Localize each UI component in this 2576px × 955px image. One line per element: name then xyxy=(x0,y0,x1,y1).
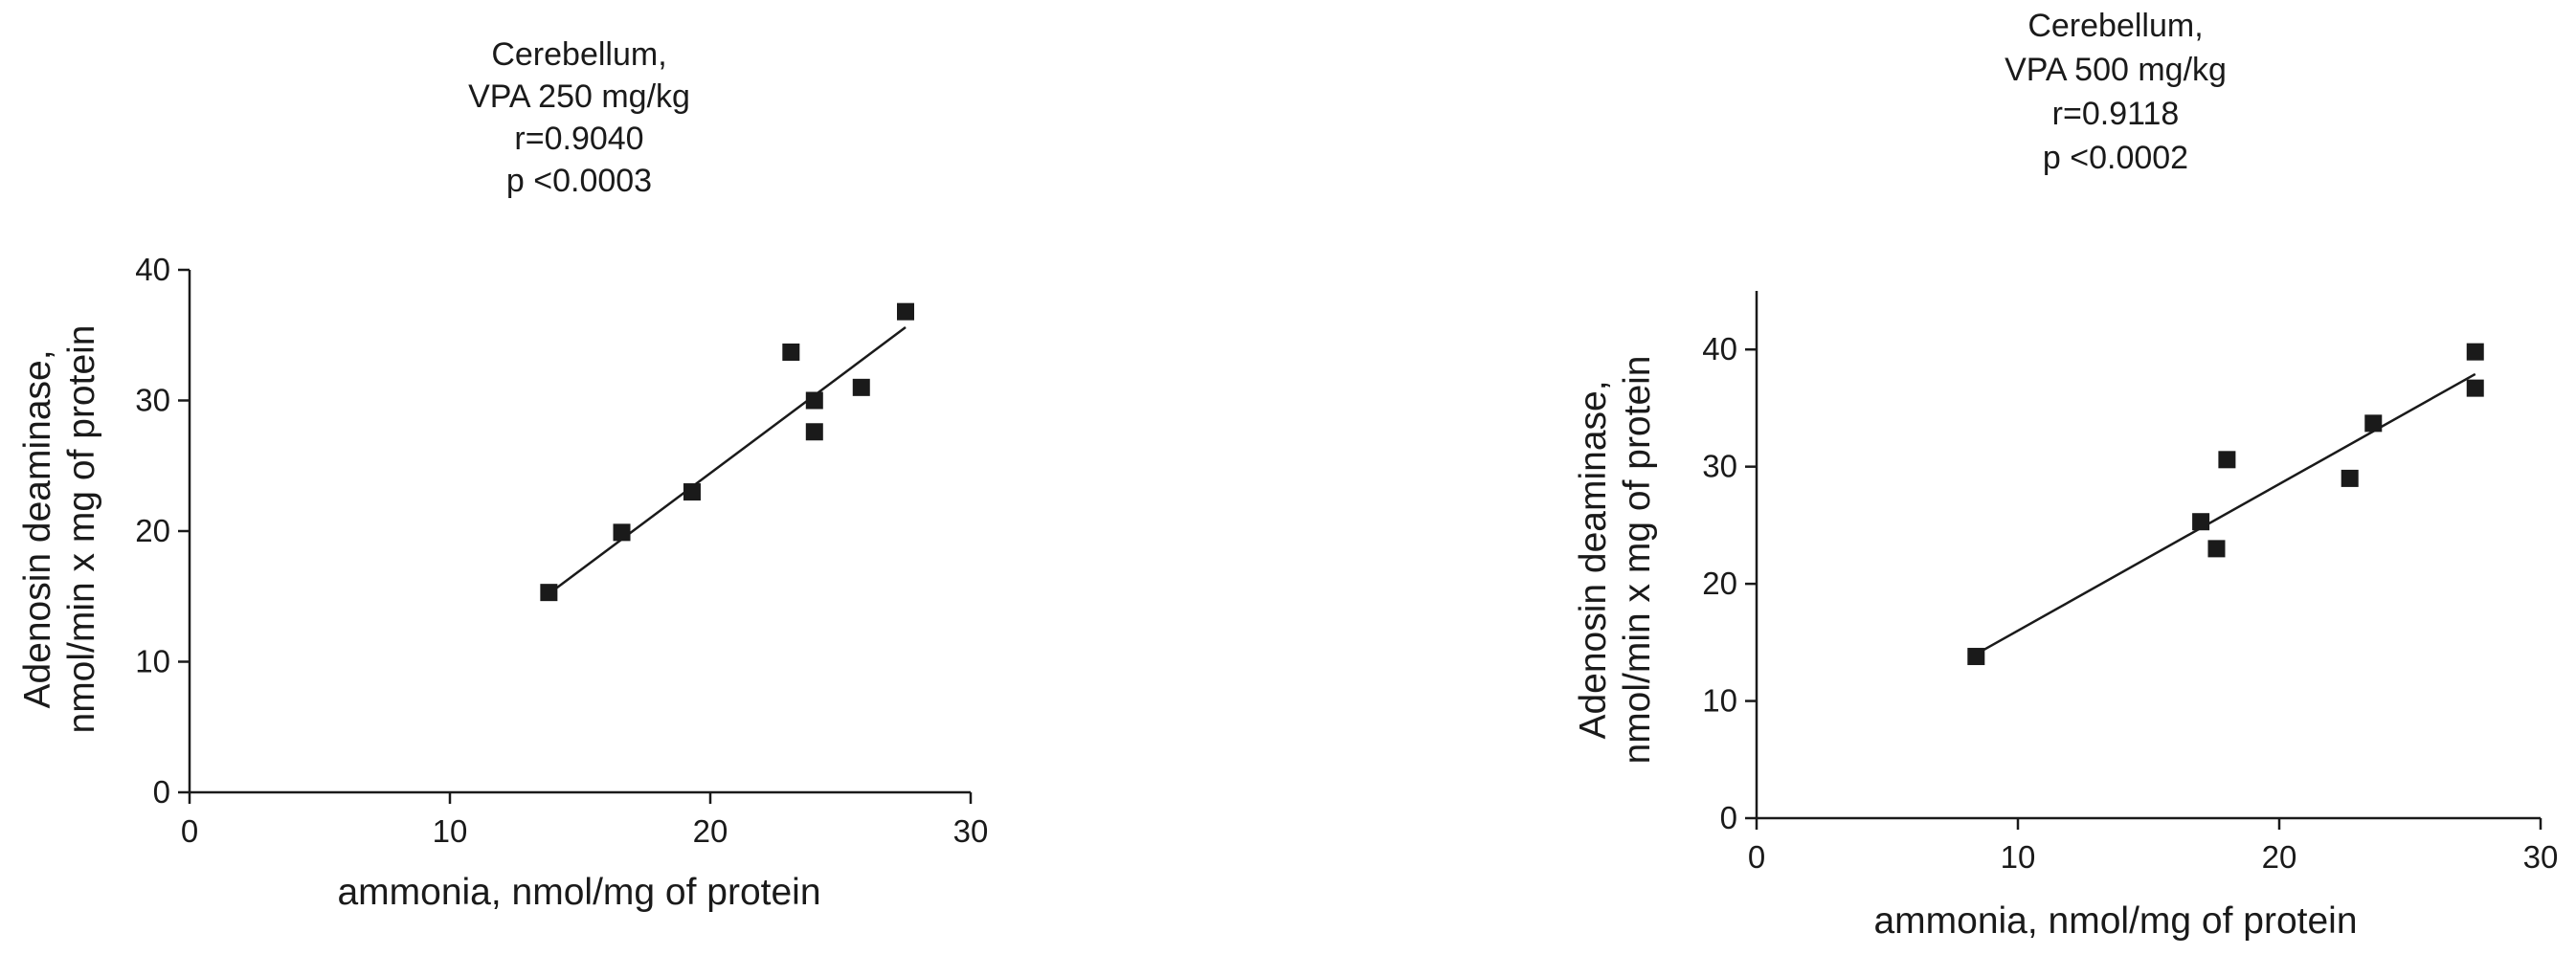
chart-left-point-6 xyxy=(852,378,870,396)
chart-right-point-6 xyxy=(2466,343,2484,361)
chart-left-point-7 xyxy=(897,302,914,321)
chart-left-y-tick-label-4: 40 xyxy=(135,252,170,287)
chart-left-y-tick-label-2: 20 xyxy=(135,513,170,548)
chart-left-y-tick-label-0: 0 xyxy=(153,774,170,810)
chart-left-x-tick-label-3: 30 xyxy=(953,813,989,849)
chart-right-title-line-1: Cerebellum, xyxy=(2027,8,2203,44)
chart-right-point-0 xyxy=(1967,648,1985,666)
chart-right-point-1 xyxy=(2192,513,2210,531)
chart-right-x-tick-label-3: 30 xyxy=(2523,839,2559,875)
chart-left-title: Cerebellum, VPA 250 mg/kg r=0.9040 p <0.… xyxy=(468,36,690,199)
chart-right-y-label: Adenosin deaminase, nmol/min x mg of pro… xyxy=(1573,355,1658,764)
chart-left-point-3 xyxy=(782,343,800,361)
chart-left-point-1 xyxy=(613,523,631,542)
chart-left-fit-line xyxy=(548,326,907,595)
chart-left-title-line-4: p <0.0003 xyxy=(506,163,652,199)
chart-left-y-label-line-1: Adenosin deaminase, xyxy=(17,349,58,708)
chart-right-y-tick-label-3: 30 xyxy=(1702,449,1737,484)
chart-left-title-line-1: Cerebellum, xyxy=(491,36,666,73)
chart-left: Cerebellum, VPA 250 mg/kg r=0.9040 p <0.… xyxy=(17,36,988,913)
chart-right-x-tick-label-1: 10 xyxy=(2001,839,2036,875)
chart-left-plot-area: 0 10 20 30 0 10 20 30 40 xyxy=(135,252,988,849)
chart-left-title-line-2: VPA 250 mg/kg xyxy=(468,78,690,115)
chart-right-title-line-4: p <0.0002 xyxy=(2043,140,2188,176)
chart-left-point-4 xyxy=(805,391,823,410)
chart-left-title-line-3: r=0.9040 xyxy=(514,121,643,157)
chart-left-x-tick-label-0: 0 xyxy=(181,813,198,849)
chart-right-plot-area: 0 10 20 30 0 10 20 30 40 xyxy=(1702,291,2558,875)
chart-right: Cerebellum, VPA 500 mg/kg r=0.9118 p <0.… xyxy=(1573,8,2558,942)
chart-left-x-label: ammonia, nmol/mg of protein xyxy=(337,872,820,913)
chart-right-point-3 xyxy=(2218,451,2236,469)
chart-right-y-tick-label-2: 20 xyxy=(1702,566,1737,601)
chart-right-title-line-2: VPA 500 mg/kg xyxy=(2005,52,2227,88)
chart-right-y-label-line-1: Adenosin deaminase, xyxy=(1573,380,1614,739)
chart-right-point-5 xyxy=(2364,414,2383,433)
chart-right-point-4 xyxy=(2341,469,2359,487)
chart-right-title: Cerebellum, VPA 500 mg/kg r=0.9118 p <0.… xyxy=(2005,8,2227,176)
chart-right-y-tick-label-0: 0 xyxy=(1720,800,1737,835)
chart-right-title-line-3: r=0.9118 xyxy=(2052,96,2180,132)
chart-right-x-tick-label-0: 0 xyxy=(1748,839,1765,875)
chart-right-x-tick-label-2: 20 xyxy=(2262,839,2297,875)
chart-left-point-2 xyxy=(683,483,701,501)
chart-right-y-tick-label-1: 10 xyxy=(1702,683,1737,719)
chart-left-x-tick-label-1: 10 xyxy=(433,813,468,849)
chart-right-fit-line xyxy=(1975,372,2476,655)
chart-right-x-label: ammonia, nmol/mg of protein xyxy=(1873,900,2357,942)
chart-left-y-label-line-2: nmol/min x mg of protein xyxy=(61,324,102,733)
chart-right-point-7 xyxy=(2466,379,2484,397)
chart-left-x-tick-label-2: 20 xyxy=(693,813,728,849)
chart-left-y-tick-label-3: 30 xyxy=(135,383,170,418)
chart-left-y-label: Adenosin deaminase, nmol/min x mg of pro… xyxy=(17,324,102,733)
chart-left-point-5 xyxy=(805,423,823,441)
chart-right-y-label-line-2: nmol/min x mg of protein xyxy=(1617,355,1658,764)
chart-left-point-0 xyxy=(540,584,558,602)
chart-right-point-2 xyxy=(2207,540,2226,558)
chart-right-y-tick-label-4: 40 xyxy=(1702,331,1737,366)
chart-left-y-tick-label-1: 10 xyxy=(135,644,170,679)
